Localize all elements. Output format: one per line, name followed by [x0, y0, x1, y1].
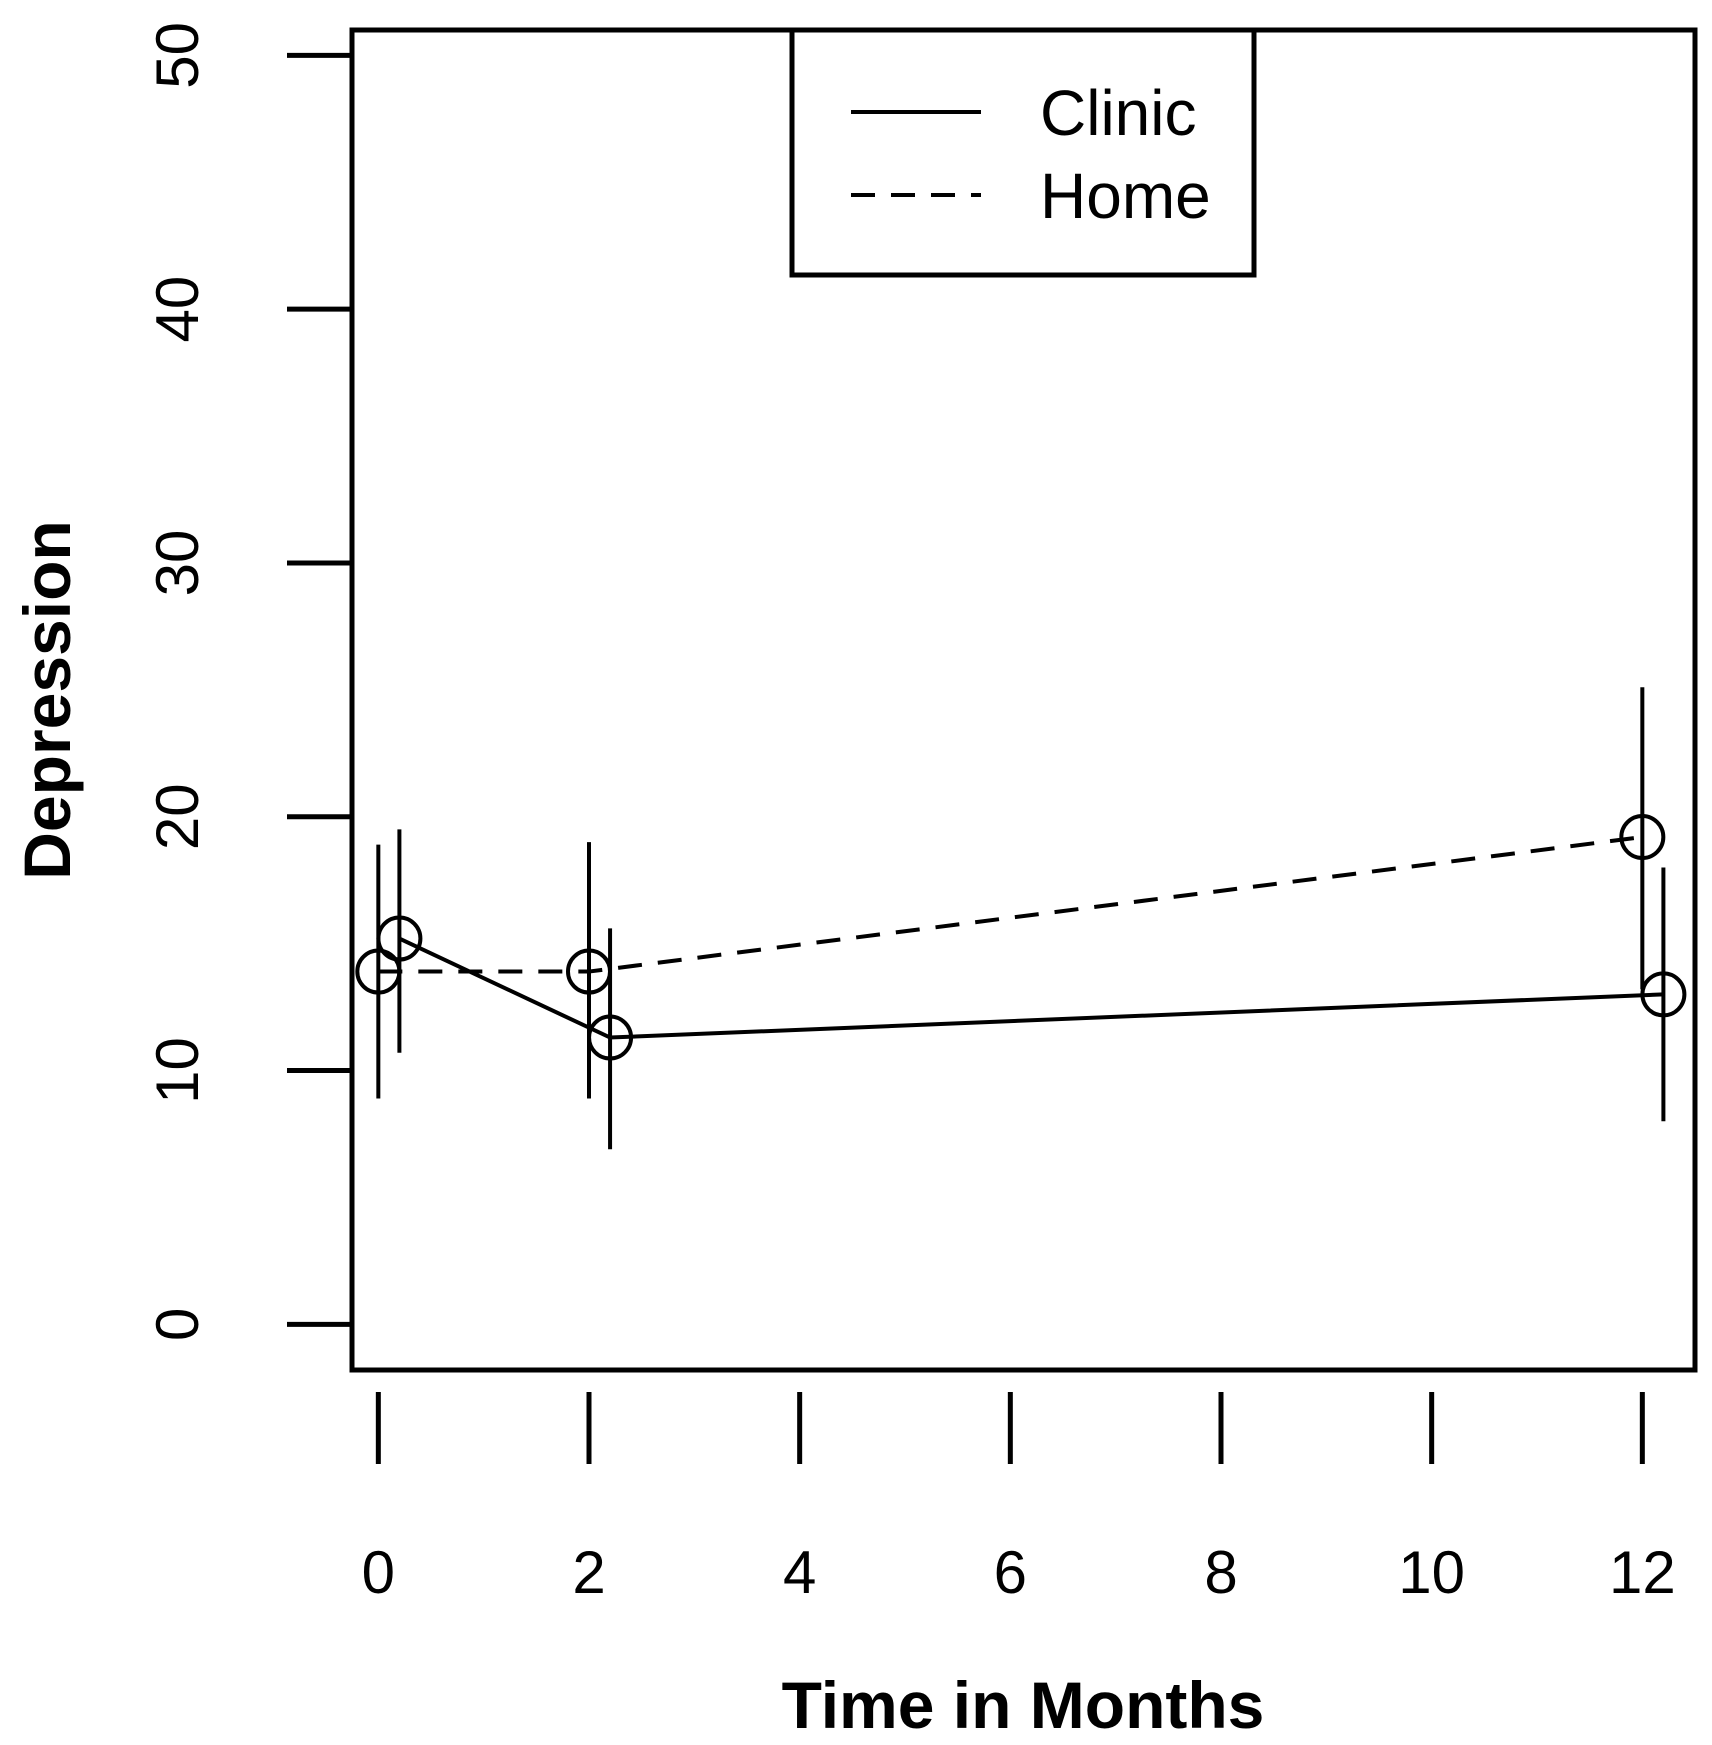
- y-tick-label: 50: [144, 22, 211, 89]
- legend-clinic-label: Clinic: [1040, 77, 1196, 149]
- home-point-marker: [566, 948, 612, 995]
- y-tick-label: 20: [144, 783, 211, 850]
- home-point-marker: [1619, 814, 1666, 861]
- x-tick-label: 10: [1398, 1539, 1465, 1606]
- x-axis: 0 2 4 6 8 10 12: [362, 1392, 1676, 1606]
- home-line: [378, 835, 1643, 974]
- x-tick-label: 8: [1204, 1539, 1237, 1606]
- x-tick-label: 0: [362, 1539, 395, 1606]
- y-tick-label: 10: [144, 1037, 211, 1104]
- series-clinic: [376, 829, 1687, 1150]
- y-axis: 0 10 20 30 40 50: [144, 22, 352, 1341]
- home-point-marker: [355, 948, 402, 995]
- clinic-point-marker: [1640, 971, 1687, 1018]
- y-tick-label: 30: [144, 530, 211, 597]
- series-home: [355, 687, 1666, 1099]
- x-tick-label: 12: [1609, 1539, 1676, 1606]
- x-tick-label: 2: [572, 1539, 605, 1606]
- legend-box: [789, 27, 1257, 278]
- x-tick-label: 6: [994, 1539, 1027, 1606]
- y-tick-label: 40: [144, 276, 211, 343]
- x-tick-label: 4: [783, 1539, 816, 1606]
- legend: Clinic Home: [789, 27, 1257, 278]
- series-layer: [355, 687, 1687, 1150]
- y-tick-label: 0: [144, 1308, 211, 1341]
- x-axis-label: Time in Months: [782, 1668, 1265, 1742]
- y-axis-label: Depression: [10, 520, 84, 879]
- legend-home-label: Home: [1040, 160, 1211, 232]
